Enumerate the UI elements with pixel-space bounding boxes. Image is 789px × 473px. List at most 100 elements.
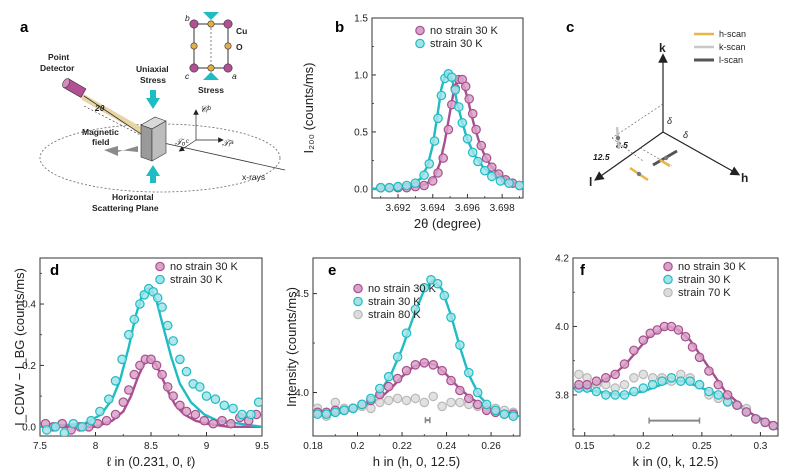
x-tick-label: 0.24 [437,441,457,452]
data-point-cyan [253,397,262,407]
label-plane-1: Horizontal [112,192,154,202]
data-point-cyan [168,336,178,346]
data-point-magenta [419,180,429,191]
data-point-cyan [638,383,649,393]
data-point-cyan [508,411,519,421]
plot-frame [572,257,779,437]
label-delta-2: δ [683,130,689,140]
data-point-cyan [450,85,461,95]
panel-letter-b: b [335,19,344,36]
data-point-gray [629,372,639,383]
y-tick-label: 0.4 [22,300,36,311]
label-t-b: 𝒞ᵢᵇ [200,104,212,114]
data-point-cyan [228,403,238,414]
data-point-cyan [504,178,514,188]
plot-area [313,274,520,421]
legend-label: strain 30 K [368,296,421,308]
chart-b: 3.692 3.694 3.696 3.698 0.0 0.5 1.0 1.5 b no stra… [301,14,524,231]
x-tick-label: 3.694 [420,203,445,214]
data-point-magenta [181,406,192,417]
data-point-magenta [419,357,430,368]
data-point-cyan [110,375,121,386]
data-point-magenta [591,376,602,386]
data-point-cyan [135,299,145,309]
data-point-cyan [419,170,429,180]
data-point-magenta [446,375,456,386]
data-point-gray [410,393,421,404]
data-point-magenta [383,381,394,392]
data-point-cyan [104,394,114,404]
data-point-magenta [610,369,620,380]
plot-frame [371,17,524,199]
uniaxial-stress-shaft-top [150,90,156,99]
plot-area [372,69,523,193]
y-tick-label: 4.0 [555,322,569,333]
data-point-magenta [619,359,630,369]
legend-marker [155,274,165,285]
data-point-cyan [201,391,212,401]
y-tick-label: 4.0 [295,388,309,399]
data-point-cyan [619,390,630,400]
data-point-magenta [162,382,173,392]
x-axis-label: k in (0, k, 12.5) [633,454,719,469]
h-scan-mark [659,158,671,168]
data-point-cyan [124,329,134,340]
data-point-magenta [151,360,162,371]
axis-h-arrow [662,131,741,176]
data-point-magenta [146,354,156,365]
data-point-magenta [157,369,167,380]
data-point-magenta [629,345,639,356]
data-point-cyan [181,366,192,377]
point-detector-icon [62,78,87,98]
data-point-magenta [463,393,474,404]
y-tick-label: 0.0 [354,184,368,195]
legend-marker [663,287,673,298]
legend-l-scan: l-scan [719,55,743,65]
scattering-plane-ellipse [39,123,281,193]
label-axis-l: l [589,175,592,189]
cu-atom [189,19,199,29]
label-two-theta: 2θ [94,103,105,113]
data-point-cyan [410,304,421,315]
legend-label: no strain 30 K [678,261,747,273]
label-stress-inset: Stress [198,85,224,95]
data-point-magenta [638,335,649,345]
legend-marker [415,25,425,36]
data-point-cyan [694,379,705,390]
data-point-gray [366,403,376,414]
data-point-magenta [428,359,438,370]
data-point-cyan [713,390,724,400]
data-point-magenta [217,415,227,426]
x-axis-label: ℓ in (0.231, 0, ℓ) [107,454,196,469]
data-point-cyan [86,415,96,426]
x-tick-label: 0.2 [636,441,650,452]
data-point-cyan [383,371,394,382]
data-point-cyan [486,171,497,182]
legend-h-scan: h-scan [719,29,746,39]
data-point-magenta [443,124,454,135]
data-point-magenta [467,108,478,119]
data-point-cyan [481,399,492,410]
data-point-cyan [117,354,127,365]
magnetic-field-arrow [104,146,138,156]
label-point-1: Point [48,52,69,62]
x-tick-label: 9 [204,441,210,452]
uniaxial-stress-arrow-top [146,98,160,109]
data-point-cyan [384,182,395,193]
data-point-cyan [41,425,52,435]
data-point-cyan [175,354,185,365]
x-tick-label: 7.5 [33,441,47,452]
incident-extension [83,105,151,141]
legend-label: strain 80 K [368,309,421,321]
label-axis-k: k [659,41,666,55]
data-point-gray [446,397,456,408]
x-tick-label: 3.692 [386,203,411,214]
legend-marker [353,296,363,307]
data-point-cyan [210,394,221,404]
data-point-cyan [357,399,367,410]
data-point-cyan [495,176,506,186]
data-point-magenta [476,140,487,151]
data-point-cyan [50,421,61,432]
data-point-cyan [446,312,456,323]
